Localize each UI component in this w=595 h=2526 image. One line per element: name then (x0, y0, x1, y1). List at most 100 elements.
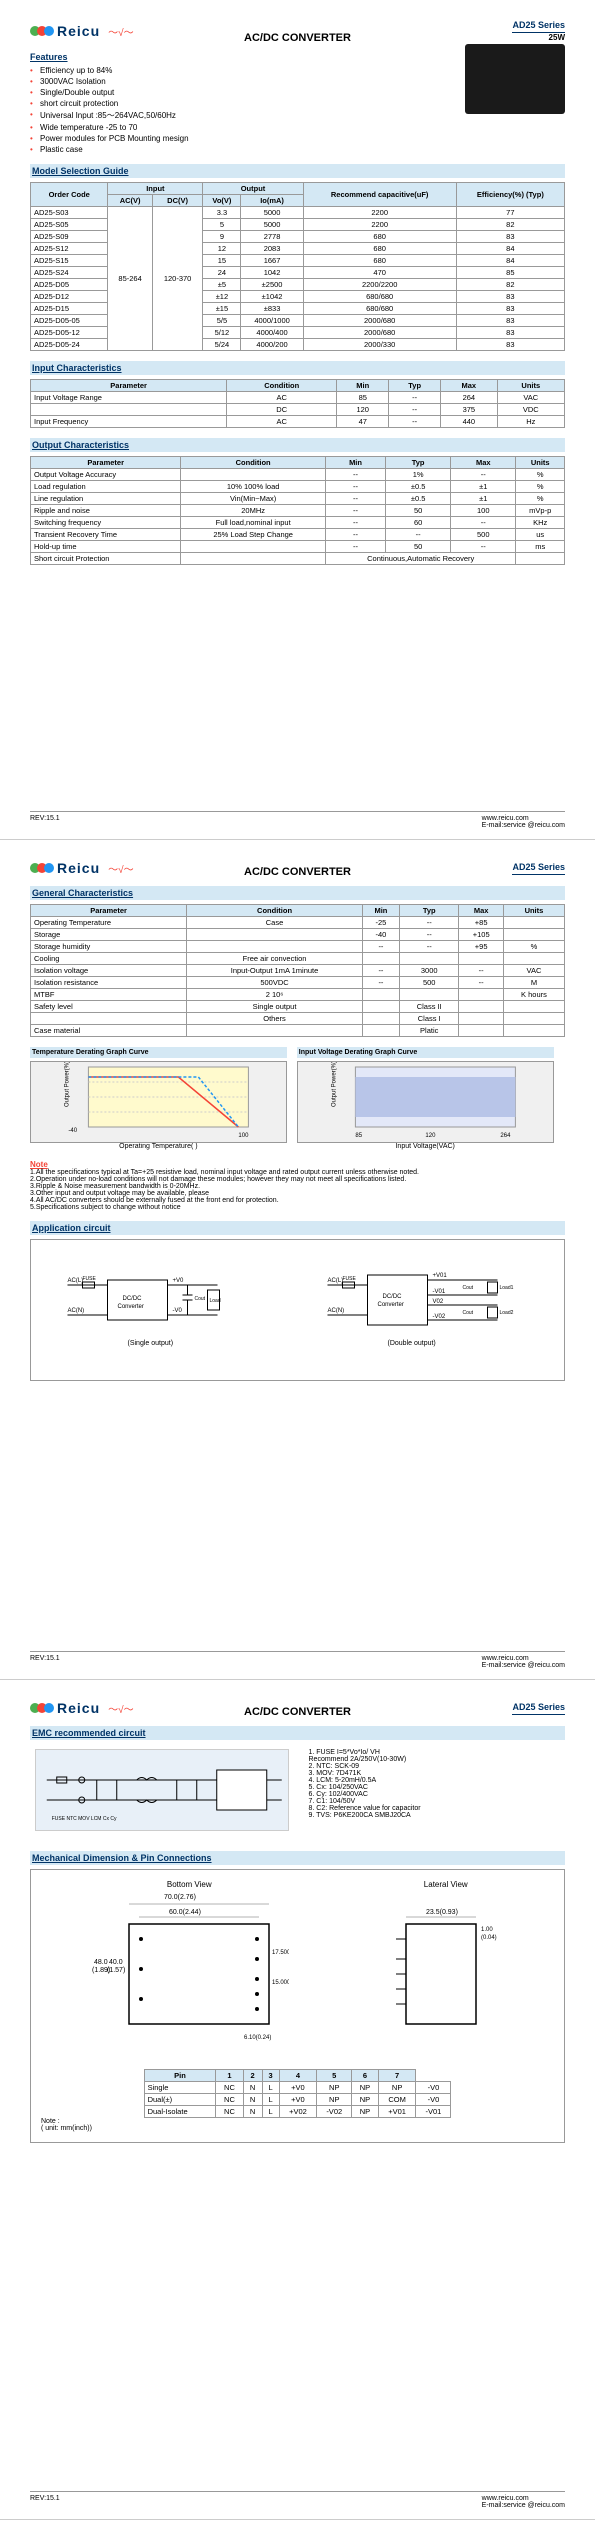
emc-note-item: 5. Cx: 104/250VAC (309, 1784, 561, 1791)
pin-table: Pin1234567 SingleNCNL+V0NPNPNP-V0Dual(±)… (144, 2069, 452, 2118)
gen-char-title: General Characteristics (30, 886, 565, 900)
feature-item: Universal Input :85～264VAC,50/60Hz (30, 110, 189, 121)
svg-text:AC(N): AC(N) (68, 1308, 85, 1314)
emc-note-item: 9. TVS: P6KE200CA SMBJ20CA (309, 1812, 561, 1819)
svg-text:15.000.59: 15.000.59 (272, 1980, 289, 1986)
svg-text:FUSE NTC MOV LCM Cx Cy: FUSE NTC MOV LCM Cx Cy (52, 1816, 117, 1822)
table-row: Short circuit ProtectionContinuous,Autom… (31, 553, 565, 565)
table-row: MTBF2 10⁶K hours (31, 989, 565, 1001)
emc-circuit: FUSE NTC MOV LCM Cx Cy 1. FUSE I=5*Vo*Io… (30, 1744, 565, 1836)
table-row: Isolation resistance500VDC--500--M (31, 977, 565, 989)
feature-item: Single/Double output (30, 88, 189, 97)
note-item: 5.Specifications subject to change witho… (30, 1204, 565, 1211)
table-row: OthersClass I (31, 1013, 565, 1025)
emc-note-item: 6. Cy: 102/400VAC (309, 1791, 561, 1798)
table-row: DC120--375VDC (31, 404, 565, 416)
model-selection-table: Order Code Input Output Recommend capaci… (30, 182, 565, 351)
notes-list: 1.All the specifications typical at Ta=+… (30, 1169, 565, 1211)
feature-item: short circuit protection (30, 99, 189, 108)
th-vov: Vo(V) (203, 195, 241, 207)
volt-chart-title: Input Voltage Derating Graph Curve (297, 1047, 554, 1058)
th-order: Order Code (31, 183, 108, 207)
svg-text:120: 120 (425, 1133, 436, 1139)
svg-text:-V01: -V01 (433, 1289, 446, 1295)
emc-note-item: 4. LCM: 5-20mH/0.5A (309, 1777, 561, 1784)
features-list: Efficiency up to 84% 3000VAC Isolation Sin… (30, 66, 189, 154)
table-row: Transient Recovery Time25% Load Step Cha… (31, 529, 565, 541)
note-item: 4.All AC/DC converters should be externa… (30, 1197, 565, 1204)
features-title: Features (30, 52, 189, 62)
svg-text:AC(L): AC(L) (68, 1278, 84, 1284)
input-char-table: ParameterConditionMinTypMaxUnits Input V… (30, 379, 565, 428)
svg-text:AC(N): AC(N) (328, 1308, 345, 1314)
svg-text:Cout: Cout (463, 1285, 474, 1291)
logo: Reicu ～√～ (30, 23, 139, 39)
table-row: CoolingFree air convection (31, 953, 565, 965)
svg-text:40.0: 40.0 (109, 1959, 123, 1966)
svg-text:1.00: 1.00 (481, 1927, 493, 1933)
svg-text:Cout: Cout (463, 1310, 474, 1316)
table-row: Hold-up time--50--ms (31, 541, 565, 553)
model-sel-title: Model Selection Guide (30, 164, 565, 178)
svg-text:60.0(2.44): 60.0(2.44) (169, 1909, 201, 1916)
svg-text:+V0: +V0 (173, 1278, 185, 1284)
wave-icon: ～√～ (108, 24, 134, 39)
table-row: Load regulation10% 100% load--±0.5±1% (31, 481, 565, 493)
table-row: Safety levelSingle outputClass II (31, 1001, 565, 1013)
svg-text:AC(L): AC(L) (328, 1278, 344, 1284)
th-ioma: Io(mA) (241, 195, 303, 207)
output-char-table: ParameterConditionMinTypMaxUnits Output … (30, 456, 565, 565)
svg-text:(Double output): (Double output) (388, 1340, 436, 1347)
table-row: Storage-40--+105 (31, 929, 565, 941)
pin-row: Dual(±)NCNL+V0NPNPCOM-V0 (144, 2094, 451, 2106)
table-row: Input FrequencyAC47--440Hz (31, 416, 565, 428)
svg-text:DC/DC: DC/DC (383, 1294, 403, 1300)
pin-row: Dual-IsolateNCNL+V02-V02NP+V01-V01 (144, 2106, 451, 2118)
th-cap: Recommend capacitive(uF) (303, 183, 456, 207)
svg-text:Load1: Load1 (500, 1285, 514, 1291)
page-3: Reicu～√～ AD25 Series AC/DC CONVERTER EMC… (0, 1680, 595, 2520)
emc-note-item: Recommend 2A/250V(10-30W) (309, 1756, 561, 1763)
mech-title: Mechanical Dimension & Pin Connections (30, 1851, 565, 1865)
lateral-view-label: Lateral View (386, 1880, 506, 1889)
svg-text:Output Power(%): Output Power(%) (331, 1062, 337, 1107)
feature-item: Efficiency up to 84% (30, 66, 189, 75)
note-item: 3.Ripple & Noise measurement bandwidth i… (30, 1183, 565, 1190)
svg-text:Cout: Cout (195, 1296, 206, 1302)
svg-text:(0.04): (0.04) (481, 1935, 497, 1941)
svg-text:Load2: Load2 (500, 1310, 514, 1316)
page-2: Reicu～√～ AD25 Series AC/DC CONVERTER Gen… (0, 840, 595, 1680)
feature-item: Power modules for PCB Mounting mesign (30, 134, 189, 143)
th-eff: Efficiency(%) (Typ) (456, 183, 564, 207)
th-output: Output (203, 183, 303, 195)
volt-chart: Output Power(%) 85120264 (297, 1061, 554, 1143)
feature-item: Wide temperature -25 to 70 (30, 123, 189, 132)
table-row: Line regulationVin(Min~Max)--±0.5±1% (31, 493, 565, 505)
product-image (465, 44, 565, 114)
table-row: Operating TemperatureCase-25--+85 (31, 917, 565, 929)
series: AD25 Series (512, 20, 565, 33)
svg-text:V02: V02 (433, 1299, 444, 1305)
table-row: Ripple and noise20MHz--50100mVp-p (31, 505, 565, 517)
note-item: 1.All the specifications typical at Ta=+… (30, 1169, 565, 1176)
svg-text:100: 100 (238, 1133, 249, 1139)
gen-char-table: ParameterConditionMinTypMaxUnits Operati… (30, 904, 565, 1037)
output-char-title: Output Characteristics (30, 438, 565, 452)
input-char-title: Input Characteristics (30, 361, 565, 375)
feature-item: 3000VAC Isolation (30, 77, 189, 86)
power: 25W (512, 33, 565, 42)
table-row: Case materialPlatic (31, 1025, 565, 1037)
emc-diagram: FUSE NTC MOV LCM Cx Cy (35, 1749, 289, 1831)
svg-text:Converter: Converter (378, 1302, 404, 1308)
page-1: Reicu ～√～ AD25 Series 25W AC/DC CONVERTE… (0, 0, 595, 840)
svg-text:17.500.69: 17.500.69 (272, 1950, 289, 1956)
svg-text:-V0: -V0 (173, 1308, 183, 1314)
th-acv: AC(V) (108, 195, 152, 207)
note-title: Note (30, 1160, 565, 1169)
table-row: Isolation voltageInput-Output 1mA 1minut… (31, 965, 565, 977)
svg-text:Output Power(%): Output Power(%) (64, 1062, 70, 1107)
svg-text:48.0: 48.0 (94, 1959, 108, 1966)
temp-chart-title: Temperature Derating Graph Curve (30, 1047, 287, 1058)
table-row: Storage humidity----+95% (31, 941, 565, 953)
svg-text:Load: Load (210, 1298, 221, 1304)
